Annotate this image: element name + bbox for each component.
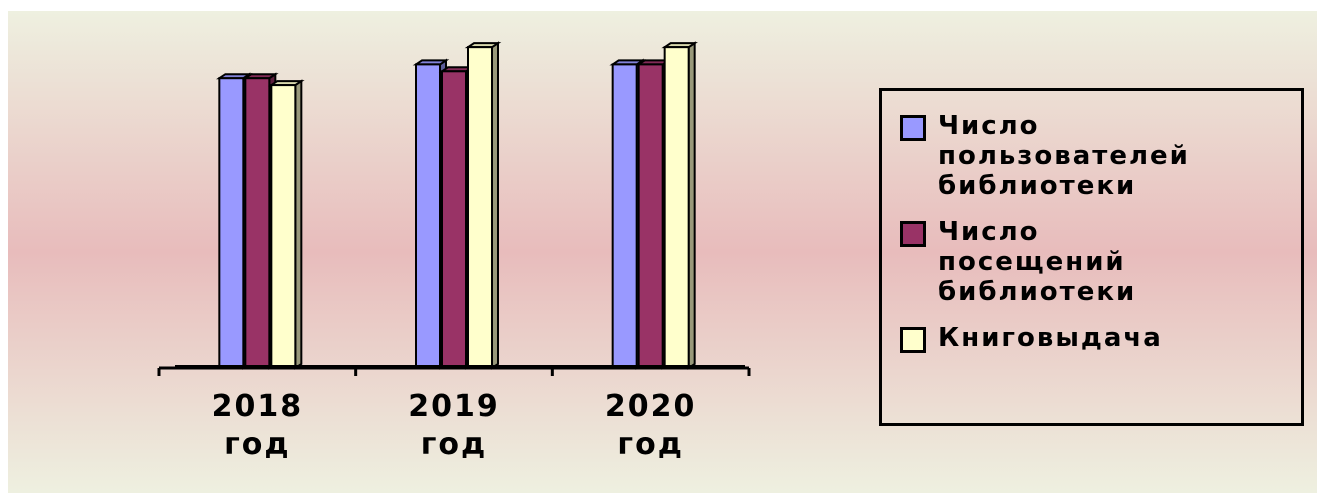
x-tick-label-3: 2020 год	[605, 389, 697, 462]
x-tick-label-2: 2019 год	[408, 389, 500, 462]
chart-area: 2018 год 2019 год 2020 год Число пользователе…	[8, 11, 1317, 493]
x-tick-label-1: 2018 год	[212, 389, 304, 462]
legend-label-book-lending: Книговыдача	[938, 323, 1163, 353]
bar-book-lending-3	[661, 41, 698, 370]
bar-chart: 2018 год 2019 год 2020 год	[157, 41, 751, 462]
legend-swatch-book-lending	[900, 327, 926, 353]
x-tick-labels: 2018 год 2019 год 2020 год	[212, 389, 697, 462]
legend: Число пользователей библиотеки Число пос…	[879, 88, 1304, 426]
bars-group	[216, 41, 698, 370]
legend-swatch-visits	[900, 221, 926, 247]
bar-book-lending-1	[268, 79, 305, 370]
x-axis	[157, 365, 751, 376]
bar-book-lending-2	[464, 41, 502, 370]
legend-label-visits: Число посещений библиотеки	[938, 217, 1137, 307]
legend-swatch-users	[900, 115, 926, 141]
legend-label-users: Число пользователей библиотеки	[938, 111, 1190, 201]
